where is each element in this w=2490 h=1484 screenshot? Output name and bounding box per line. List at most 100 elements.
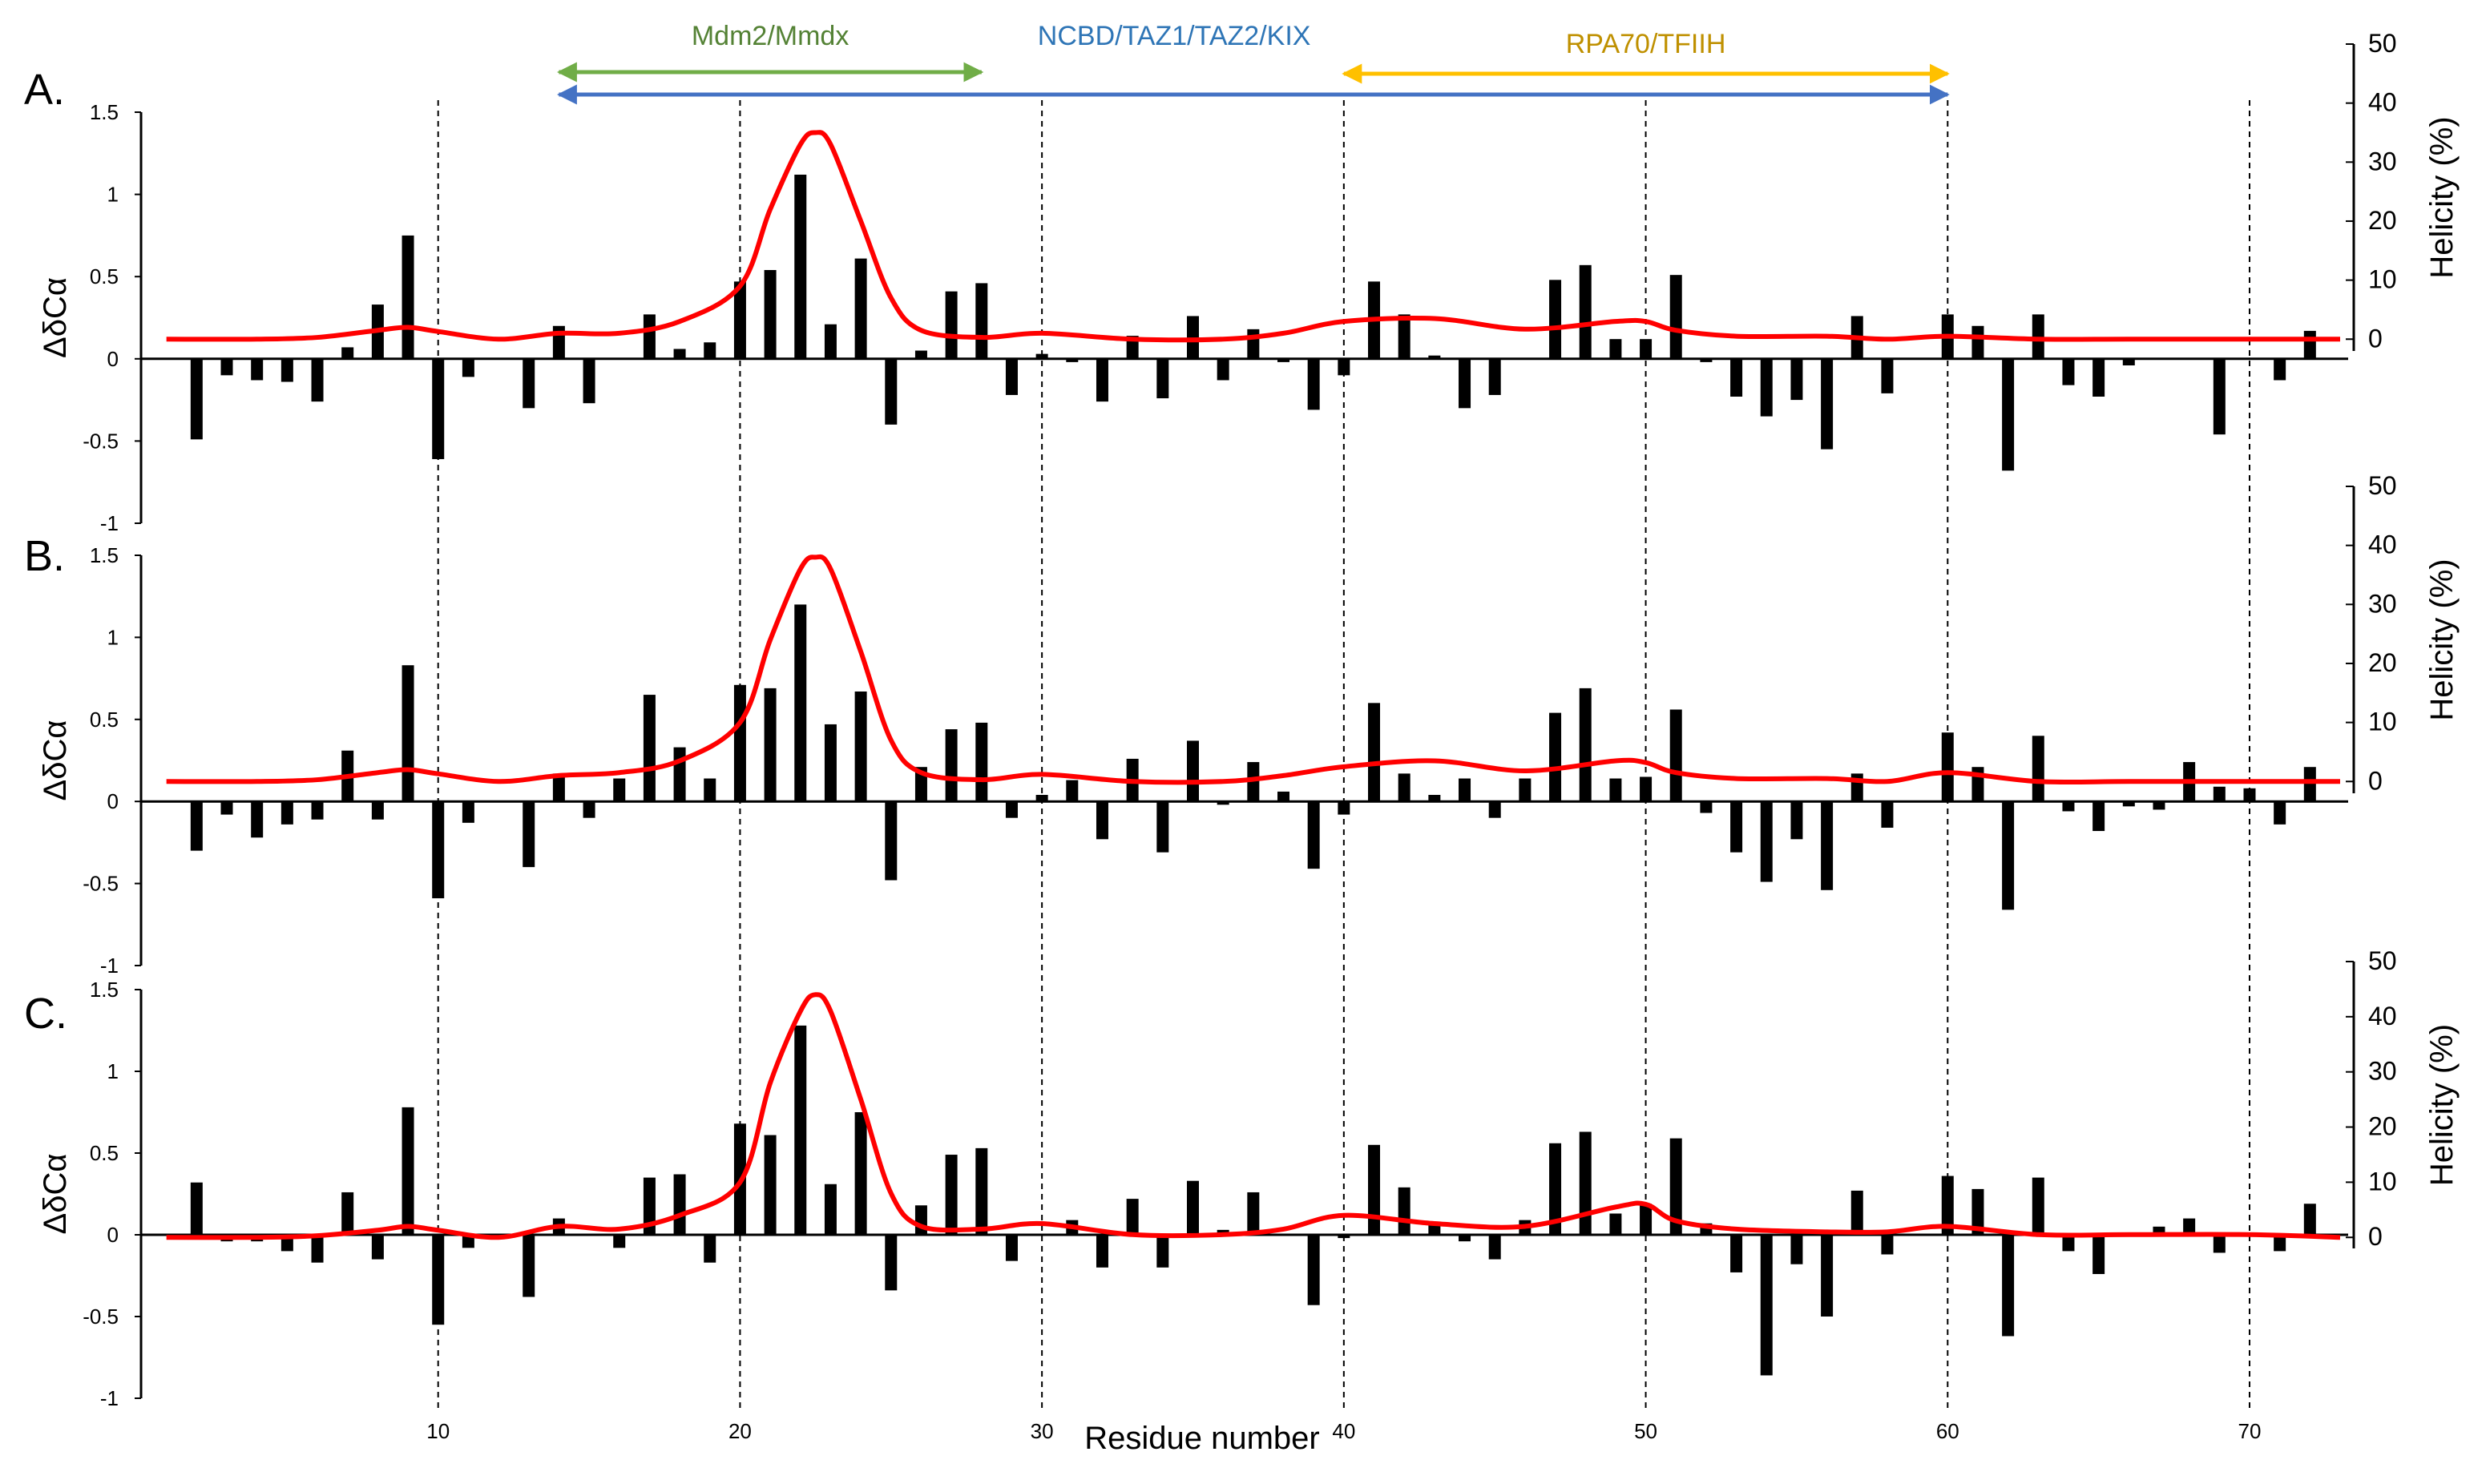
bar-residue-22 xyxy=(794,604,807,802)
binding-regions: Mdm2/Mmdx NCBD/TAZ1/TAZ2/KIX RPA70/TFIIH xyxy=(556,21,1950,105)
bar-residue-31 xyxy=(1066,780,1079,802)
panel-label: A. xyxy=(24,66,65,114)
bar-residue-35 xyxy=(1186,316,1199,359)
bar-residue-64 xyxy=(2062,358,2075,385)
y2-tick-label: 20 xyxy=(2368,1112,2397,1141)
bar-residue-21 xyxy=(764,1135,777,1235)
bar-residue-54 xyxy=(1760,358,1773,417)
bar-residue-64 xyxy=(2062,1235,2075,1252)
bar-residue-66 xyxy=(2122,358,2135,366)
y-tick-label: 0 xyxy=(107,347,119,371)
bar-residue-18 xyxy=(673,349,686,359)
bar-residue-4 xyxy=(251,358,264,381)
bar-residue-7 xyxy=(341,347,354,359)
panel-2: B. -1 -0.5 0 0.5 1 1.5 ΔδCα 0 10 20 30 40 50 Helicity … xyxy=(24,471,2460,978)
bar-residue-10 xyxy=(432,801,445,899)
bar-residue-23 xyxy=(824,324,837,359)
bar-residue-56 xyxy=(1821,801,1834,890)
bar-residue-24 xyxy=(854,691,867,802)
bar-residue-56 xyxy=(1821,358,1834,450)
bar-residue-27 xyxy=(945,729,958,802)
y2-tick-label: 20 xyxy=(2368,206,2397,235)
bar-residue-39 xyxy=(1307,358,1320,410)
y-tick-label: -1 xyxy=(100,511,119,535)
bar-residue-72 xyxy=(2303,330,2316,359)
bar-residue-44 xyxy=(1459,358,1471,409)
bar-residue-54 xyxy=(1760,801,1773,882)
y2-tick-label: 0 xyxy=(2368,1222,2383,1251)
bar-residue-47 xyxy=(1549,280,1562,359)
bar-residue-43 xyxy=(1428,1224,1441,1235)
x-tick-label: 70 xyxy=(2238,1419,2262,1443)
bar-residue-28 xyxy=(975,722,988,802)
bar-residue-72 xyxy=(2303,767,2316,802)
region-label-rpa: RPA70/TFIIH xyxy=(1566,29,1726,59)
bar-residue-13 xyxy=(523,801,535,868)
bar-residue-18 xyxy=(673,1174,686,1235)
bar-residue-19 xyxy=(704,778,716,802)
bar-residue-35 xyxy=(1186,740,1199,802)
x-tick-label: 50 xyxy=(1634,1419,1657,1443)
y-tick-label: 1 xyxy=(107,183,119,207)
bar-residue-69 xyxy=(2213,786,2226,802)
y2-tick-label: 10 xyxy=(2368,1167,2397,1196)
y-tick-label: 0 xyxy=(107,789,119,813)
bar-residue-5 xyxy=(280,358,293,382)
y-tick-label: 1.5 xyxy=(90,543,119,567)
x-tick-labels: 10 20 30 40 50 60 70 xyxy=(426,1419,2261,1443)
bar-residue-17 xyxy=(643,314,656,359)
bar-residue-15 xyxy=(583,358,595,404)
bar-residue-51 xyxy=(1669,275,1682,359)
bar-residue-37 xyxy=(1247,762,1260,802)
bar-residue-55 xyxy=(1790,1235,1803,1264)
bar-residue-32 xyxy=(1096,1235,1108,1268)
bar-residue-68 xyxy=(2183,1218,2196,1235)
bar-residue-19 xyxy=(704,1235,716,1263)
bar-residue-11 xyxy=(462,801,474,823)
bar-residue-10 xyxy=(432,358,445,459)
bar-residue-37 xyxy=(1247,1192,1260,1235)
bar-residue-58 xyxy=(1881,801,1894,828)
bar-residue-52 xyxy=(1700,801,1713,813)
bar-residue-45 xyxy=(1488,1235,1501,1260)
bar-residue-52 xyxy=(1700,358,1713,362)
bar-residue-28 xyxy=(975,283,988,359)
y2-tick-label: 0 xyxy=(2368,324,2383,353)
bar-residue-69 xyxy=(2213,358,2226,435)
bar-residue-33 xyxy=(1126,1199,1139,1235)
bar-residue-23 xyxy=(824,1184,837,1235)
bar-residue-25 xyxy=(885,801,898,881)
bar-residue-34 xyxy=(1156,358,1169,399)
bar-series xyxy=(190,1025,2316,1376)
bar-residue-63 xyxy=(2032,736,2044,802)
y2-tick-label: 40 xyxy=(2368,1002,2397,1030)
bar-residue-13 xyxy=(523,358,535,409)
y-tick-label: 0.5 xyxy=(90,1141,119,1165)
bar-residue-58 xyxy=(1881,358,1894,393)
bar-residue-60 xyxy=(1941,732,1954,802)
bar-residue-48 xyxy=(1579,1131,1592,1235)
bar-residue-49 xyxy=(1609,339,1622,359)
bar-residue-46 xyxy=(1519,778,1532,802)
bar-residue-55 xyxy=(1790,358,1803,401)
bar-residue-3 xyxy=(220,801,233,815)
y-tick-label: 0.5 xyxy=(90,708,119,732)
bar-residue-71 xyxy=(2274,1235,2286,1252)
y2-tick-label: 50 xyxy=(2368,471,2397,500)
bar-residue-29 xyxy=(1005,1235,1018,1261)
bar-residue-9 xyxy=(402,235,414,359)
bar-residue-63 xyxy=(2032,1177,2044,1235)
bar-residue-9 xyxy=(402,665,414,802)
y2-tick-label: 30 xyxy=(2368,1057,2397,1086)
bar-residue-32 xyxy=(1096,358,1108,402)
bar-residue-2 xyxy=(190,358,203,440)
bar-residue-65 xyxy=(2092,358,2105,397)
y-tick-label: -0.5 xyxy=(83,429,119,453)
bar-residue-17 xyxy=(643,695,656,802)
bar-residue-71 xyxy=(2274,358,2286,381)
y2-tick-label: 50 xyxy=(2368,29,2397,58)
bar-residue-15 xyxy=(583,801,595,818)
bar-residue-4 xyxy=(251,801,264,838)
bar-residue-16 xyxy=(613,778,626,802)
